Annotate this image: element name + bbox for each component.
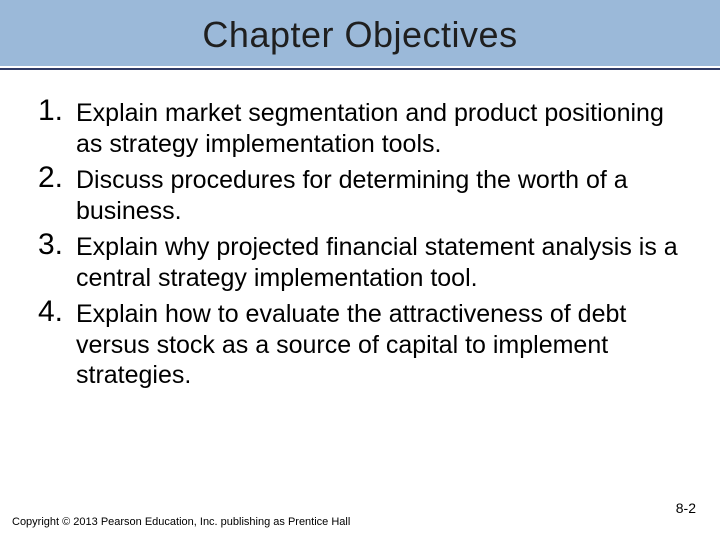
item-number: 1.	[38, 94, 63, 128]
item-number: 2.	[38, 161, 63, 195]
list-item: 3. Explain why projected financial state…	[38, 228, 686, 293]
slide-title: Chapter Objectives	[0, 14, 720, 56]
item-number: 4.	[38, 295, 63, 329]
list-item: 1. Explain market segmentation and produ…	[38, 94, 686, 159]
item-text: Discuss procedures for determining the w…	[76, 161, 686, 226]
title-band: Chapter Objectives	[0, 0, 720, 66]
slide: Chapter Objectives 1. Explain market seg…	[0, 0, 720, 540]
objectives-list: 1. Explain market segmentation and produ…	[38, 94, 686, 391]
item-text: Explain market segmentation and product …	[76, 94, 686, 159]
item-text: Explain how to evaluate the attractivene…	[76, 295, 686, 391]
item-number: 3.	[38, 228, 63, 262]
list-item: 2. Discuss procedures for determining th…	[38, 161, 686, 226]
copyright-text: Copyright © 2013 Pearson Education, Inc.…	[12, 516, 350, 528]
page-number: 8-2	[676, 500, 696, 516]
list-item: 4. Explain how to evaluate the attractiv…	[38, 295, 686, 391]
item-text: Explain why projected financial statemen…	[76, 228, 686, 293]
slide-body: 1. Explain market segmentation and produ…	[0, 70, 720, 391]
